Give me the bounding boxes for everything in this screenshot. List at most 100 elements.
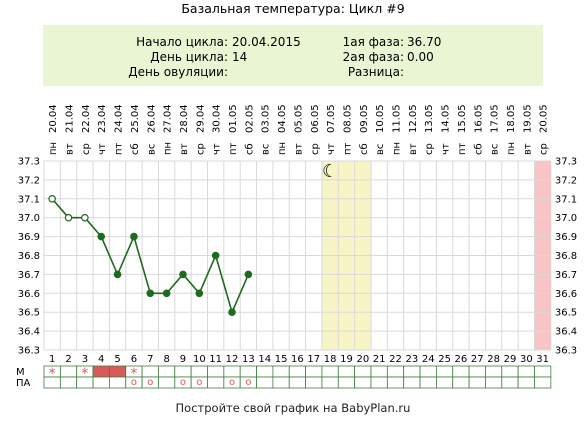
intercourse-cell: [468, 376, 486, 389]
intercourse-cell: [435, 376, 454, 389]
temperature-point: [146, 289, 155, 298]
column-header-03.05: вс 03.05: [261, 104, 272, 155]
ovulation-moon-icon: ☾: [322, 161, 338, 182]
weekday-label: ср: [310, 143, 321, 155]
y-tick-label-right: 37.1: [555, 194, 577, 205]
menses-cell: [386, 365, 405, 378]
day-number-label: 30: [520, 354, 533, 365]
column-header-19.05: вт 19.05: [522, 104, 533, 155]
cycle-day-label: День цикла:: [150, 50, 228, 64]
y-tick-label-left: 36.3: [18, 346, 40, 357]
day-number-label: 23: [406, 354, 419, 365]
column-header-09.05: сб 09.05: [359, 104, 370, 155]
menses-star-mark: *: [130, 366, 137, 382]
menses-cell: [256, 365, 274, 378]
menses-cell: [223, 365, 241, 378]
intercourse-cell: [534, 376, 552, 389]
y-tick-label-left: 37.1: [18, 194, 40, 205]
menses-cell: [305, 365, 323, 378]
column-header-30.04: чт 30.04: [212, 104, 223, 155]
intercourse-cell: [272, 376, 290, 389]
day-number-label: 14: [258, 354, 271, 365]
day-number-label: 5: [114, 354, 120, 365]
column-header-22.04: ср 22.04: [81, 104, 92, 155]
chart-title: Базальная температура: Цикл #9: [181, 1, 405, 16]
temperature-point: [64, 213, 73, 222]
day-number-label: 13: [242, 354, 255, 365]
date-label: 19.05: [522, 104, 533, 133]
intercourse-cell: [321, 376, 339, 389]
phase1-value: 36.70: [407, 35, 442, 49]
intercourse-cell: [403, 376, 421, 389]
date-label: 07.05: [326, 104, 337, 133]
day-number-label: 10: [193, 354, 206, 365]
date-label: 20.05: [539, 104, 550, 133]
day-number-label: 27: [471, 354, 484, 365]
menses-cell: [174, 365, 192, 378]
weekday-label: вт: [65, 143, 76, 155]
column-header-02.05: сб 02.05: [244, 104, 255, 155]
weekday-label: вт: [179, 143, 190, 155]
column-header-18.05: пн 18.05: [506, 104, 517, 155]
footer-link[interactable]: Постройте свой график на BabyPlan.ru: [175, 401, 411, 415]
temperature-point: [113, 270, 122, 279]
day-number-label: 6: [131, 354, 137, 365]
cycle-day-value: 14: [232, 50, 248, 64]
menses-cell: [288, 365, 307, 378]
column-header-10.05: вс 10.05: [375, 104, 386, 155]
temperature-point: [195, 289, 204, 298]
date-label: 01.05: [228, 104, 239, 133]
column-header-29.04: ср 29.04: [195, 104, 206, 155]
intercourse-cell: [109, 376, 127, 389]
intercourse-cell: [354, 376, 372, 389]
date-label: 28.04: [179, 104, 190, 133]
intercourse-cell: [288, 376, 307, 389]
column-header-26.04: вс 26.04: [146, 104, 157, 155]
cycle-start-label: Начало цикла:: [136, 35, 228, 49]
difference-label: Разница:: [347, 65, 404, 79]
temperature-point: [211, 251, 220, 260]
y-tick-label-left: 37.3: [18, 157, 40, 168]
cycle-start-value: 20.04.2015: [232, 35, 301, 49]
date-label: 08.05: [342, 104, 353, 133]
menses-cell: [141, 365, 159, 378]
menses-cell: [272, 365, 290, 378]
day-number-label: 19: [340, 354, 353, 365]
weekday-label: чт: [97, 143, 108, 155]
date-label: 09.05: [359, 104, 370, 133]
weekday-label: ср: [81, 143, 92, 155]
y-tick-label-left: 37.2: [18, 175, 40, 186]
intercourse-cell: [370, 376, 388, 389]
weekday-label: ср: [424, 143, 435, 155]
date-label: 13.05: [424, 104, 435, 133]
weekday-label: ср: [195, 143, 206, 155]
date-label: 10.05: [375, 104, 386, 133]
column-header-15.05: пт 15.05: [457, 104, 468, 155]
day-number-label: 7: [147, 354, 153, 365]
column-header-28.04: вт 28.04: [179, 104, 190, 155]
date-label: 18.05: [506, 104, 517, 133]
weekday-label: сб: [473, 143, 484, 155]
weekday-label: вт: [408, 143, 419, 155]
intercourse-cell: [158, 376, 176, 389]
day-number-label: 22: [389, 354, 402, 365]
temperature-point: [48, 195, 56, 203]
date-label: 03.05: [261, 104, 272, 133]
day-number-label: 16: [291, 354, 304, 365]
column-header-20.05: ср 20.05: [539, 104, 550, 155]
menses-cell: [158, 365, 176, 378]
intercourse-cell: [485, 376, 503, 389]
column-header-08.05: пт 08.05: [342, 104, 353, 155]
date-label: 04.05: [277, 104, 288, 133]
intercourse-circle-mark: o: [196, 377, 202, 388]
date-label: 22.04: [81, 104, 92, 133]
day-number-label: 3: [82, 354, 88, 365]
y-tick-label-right: 36.6: [555, 289, 577, 300]
column-header-04.05: пн 04.05: [277, 104, 288, 155]
day-number-label: 26: [455, 354, 468, 365]
column-header-23.04: чт 23.04: [97, 104, 108, 155]
date-label: 17.05: [490, 104, 501, 133]
date-label: 30.04: [212, 104, 223, 133]
intercourse-cell: [452, 376, 470, 389]
weekday-label: чт: [212, 143, 223, 155]
